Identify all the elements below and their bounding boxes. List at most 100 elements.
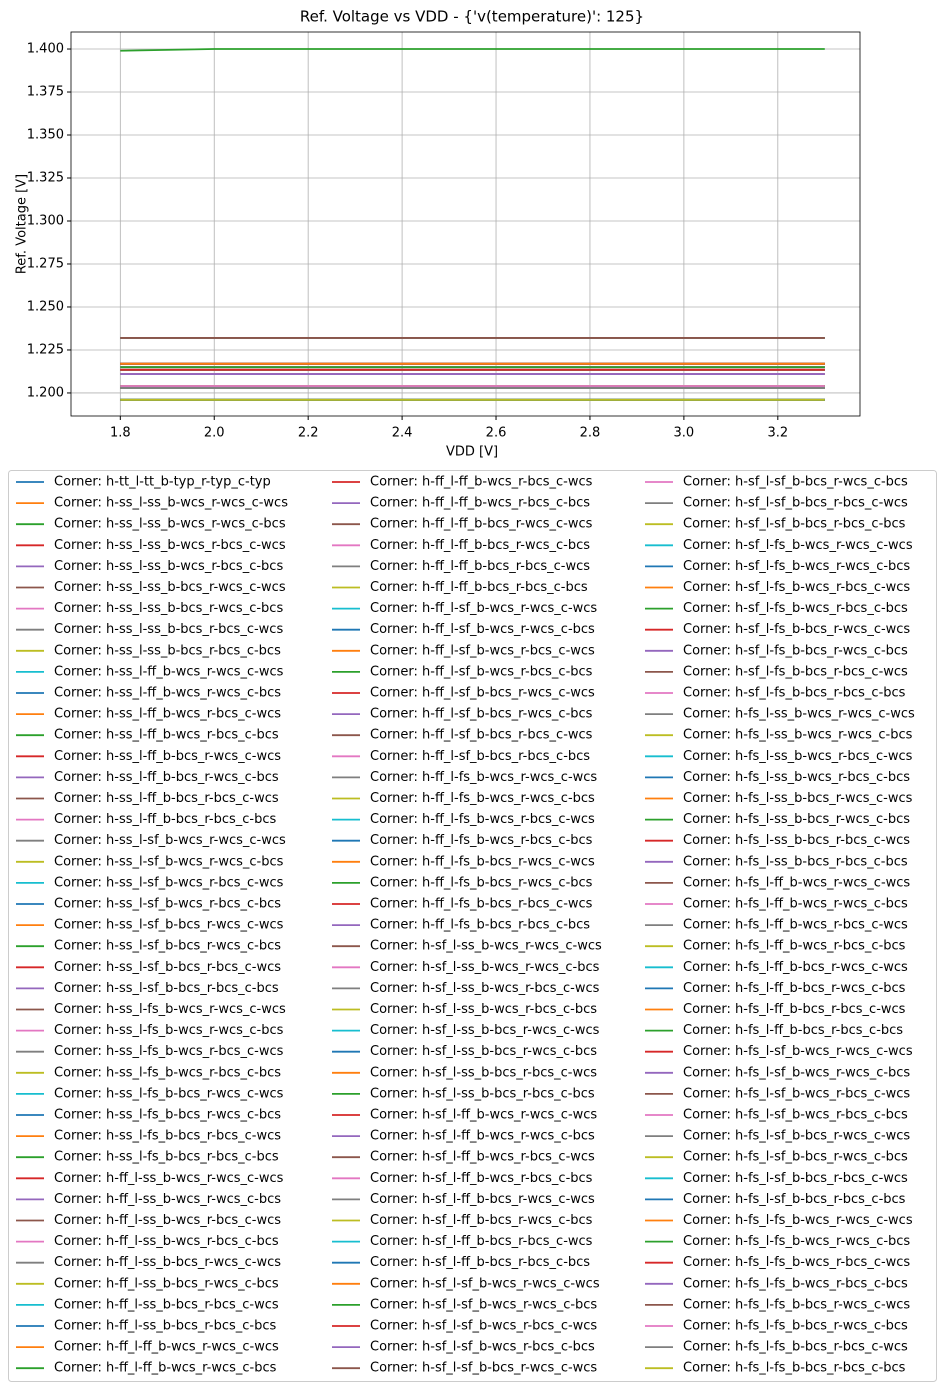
- legend-label: Corner: h-ss_l-sf_b-wcs_r-bcs_c-bcs: [54, 897, 281, 912]
- legend-label: Corner: h-fs_l-sf_b-wcs_r-bcs_c-wcs: [683, 1086, 910, 1101]
- legend-label: Corner: h-fs_l-fs_b-bcs_r-wcs_c-bcs: [683, 1319, 908, 1334]
- legend-label: Corner: h-ss_l-fs_b-wcs_r-bcs_c-wcs: [54, 1044, 284, 1059]
- legend-label: Corner: h-ss_l-sf_b-wcs_r-wcs_c-wcs: [54, 833, 286, 848]
- legend-label: Corner: h-sf_l-fs_b-bcs_r-bcs_c-bcs: [683, 686, 906, 701]
- legend-label: Corner: h-ss_l-ff_b-bcs_r-bcs_c-wcs: [54, 791, 279, 806]
- x-tick-label: 2.0: [204, 426, 225, 441]
- legend-label: Corner: h-sf_l-fs_b-bcs_r-wcs_c-bcs: [683, 643, 908, 658]
- y-tick-label: 1.275: [27, 256, 64, 271]
- legend-label: Corner: h-fs_l-sf_b-wcs_r-wcs_c-bcs: [683, 1065, 910, 1080]
- legend-label: Corner: h-sf_l-ff_b-bcs_r-wcs_c-wcs: [370, 1192, 595, 1207]
- legend-label: Corner: h-ff_l-fs_b-bcs_r-wcs_c-bcs: [370, 875, 593, 890]
- legend-label: Corner: h-fs_l-ss_b-wcs_r-wcs_c-bcs: [683, 728, 913, 743]
- legend-label: Corner: h-fs_l-ss_b-wcs_r-wcs_c-wcs: [683, 707, 915, 722]
- legend-label: Corner: h-sf_l-fs_b-bcs_r-bcs_c-wcs: [683, 664, 908, 679]
- y-tick-label: 1.225: [27, 342, 64, 357]
- legend-label: Corner: h-ss_l-ff_b-wcs_r-bcs_c-bcs: [54, 728, 279, 743]
- x-tick-label: 2.6: [486, 426, 507, 441]
- legend-label: Corner: h-tt_l-tt_b-typ_r-typ_c-typ: [54, 475, 271, 490]
- legend-label: Corner: h-fs_l-ff_b-bcs_r-wcs_c-bcs: [683, 981, 906, 996]
- legend-label: Corner: h-sf_l-sf_b-wcs_r-bcs_c-wcs: [370, 1319, 597, 1334]
- legend-label: Corner: h-ff_l-sf_b-bcs_r-bcs_c-bcs: [370, 749, 590, 764]
- legend-label: Corner: h-sf_l-fs_b-wcs_r-wcs_c-wcs: [683, 538, 913, 553]
- legend-label: Corner: h-fs_l-sf_b-bcs_r-wcs_c-wcs: [683, 1129, 910, 1144]
- legend-label: Corner: h-ss_l-sf_b-wcs_r-wcs_c-bcs: [54, 854, 284, 869]
- legend-label: Corner: h-sf_l-fs_b-bcs_r-wcs_c-wcs: [683, 622, 910, 637]
- legend-label: Corner: h-ff_l-fs_b-wcs_r-bcs_c-bcs: [370, 833, 593, 848]
- legend-label: Corner: h-ff_l-ss_b-wcs_r-bcs_c-bcs: [54, 1234, 279, 1249]
- legend-label: Corner: h-fs_l-ss_b-bcs_r-bcs_c-bcs: [683, 854, 908, 869]
- legend-label: Corner: h-fs_l-ff_b-wcs_r-bcs_c-wcs: [683, 918, 908, 933]
- legend-label: Corner: h-ff_l-sf_b-wcs_r-bcs_c-wcs: [370, 643, 595, 658]
- x-tick-label: 1.8: [110, 426, 131, 441]
- legend-label: Corner: h-ss_l-ss_b-bcs_r-bcs_c-wcs: [54, 622, 283, 637]
- legend-label: Corner: h-ss_l-ff_b-bcs_r-wcs_c-bcs: [54, 770, 279, 785]
- x-tick-label: 3.0: [674, 426, 695, 441]
- legend-label: Corner: h-ff_l-fs_b-bcs_r-bcs_c-wcs: [370, 897, 593, 912]
- legend-label: Corner: h-fs_l-fs_b-wcs_r-wcs_c-wcs: [683, 1213, 913, 1228]
- y-tick-label: 1.250: [27, 299, 64, 314]
- legend-label: Corner: h-sf_l-sf_b-wcs_r-bcs_c-bcs: [370, 1340, 595, 1355]
- legend-label: Corner: h-ff_l-ff_b-wcs_r-wcs_c-bcs: [54, 1361, 277, 1376]
- legend-label: Corner: h-ff_l-sf_b-wcs_r-wcs_c-bcs: [370, 622, 595, 637]
- legend-label: Corner: h-fs_l-ff_b-bcs_r-bcs_c-wcs: [683, 1002, 906, 1017]
- legend-label: Corner: h-fs_l-ss_b-wcs_r-bcs_c-wcs: [683, 749, 913, 764]
- legend-label: Corner: h-ss_l-fs_b-bcs_r-bcs_c-wcs: [54, 1129, 281, 1144]
- legend-label: Corner: h-ff_l-fs_b-wcs_r-wcs_c-wcs: [370, 770, 597, 785]
- legend-box: [8, 470, 937, 1382]
- legend-label: Corner: h-ff_l-ff_b-bcs_r-wcs_c-bcs: [370, 538, 590, 553]
- legend-label: Corner: h-ff_l-sf_b-wcs_r-wcs_c-wcs: [370, 601, 597, 616]
- legend-label: Corner: h-ss_l-ss_b-bcs_r-bcs_c-bcs: [54, 643, 281, 658]
- legend-label: Corner: h-ss_l-ss_b-wcs_r-wcs_c-wcs: [54, 496, 288, 511]
- legend-label: Corner: h-ff_l-ss_b-bcs_r-bcs_c-bcs: [54, 1319, 276, 1334]
- legend-label: Corner: h-sf_l-ff_b-wcs_r-bcs_c-bcs: [370, 1171, 593, 1186]
- legend-label: Corner: h-fs_l-sf_b-bcs_r-wcs_c-bcs: [683, 1150, 908, 1165]
- y-tick-label: 1.300: [27, 213, 64, 228]
- legend-label: Corner: h-fs_l-fs_b-bcs_r-bcs_c-bcs: [683, 1361, 906, 1376]
- legend-label: Corner: h-ff_l-ss_b-bcs_r-bcs_c-wcs: [54, 1297, 279, 1312]
- legend-label: Corner: h-sf_l-fs_b-wcs_r-wcs_c-bcs: [683, 559, 910, 574]
- x-tick-label: 3.2: [767, 426, 788, 441]
- legend-label: Corner: h-sf_l-ss_b-bcs_r-wcs_c-wcs: [370, 1023, 600, 1038]
- legend-label: Corner: h-ff_l-ss_b-wcs_r-wcs_c-bcs: [54, 1192, 281, 1207]
- legend-label: Corner: h-sf_l-ss_b-bcs_r-bcs_c-wcs: [370, 1065, 597, 1080]
- legend-label: Corner: h-sf_l-sf_b-bcs_r-bcs_c-wcs: [683, 496, 908, 511]
- legend-label: Corner: h-ff_l-sf_b-bcs_r-wcs_c-bcs: [370, 707, 593, 722]
- legend-label: Corner: h-fs_l-ss_b-bcs_r-wcs_c-wcs: [683, 791, 913, 806]
- legend-label: Corner: h-ss_l-sf_b-bcs_r-wcs_c-bcs: [54, 939, 281, 954]
- legend-label: Corner: h-ff_l-ff_b-wcs_r-bcs_c-wcs: [370, 475, 593, 490]
- legend-label: Corner: h-fs_l-sf_b-bcs_r-bcs_c-wcs: [683, 1171, 908, 1186]
- legend-label: Corner: h-sf_l-ff_b-wcs_r-wcs_c-bcs: [370, 1129, 595, 1144]
- legend-label: Corner: h-ff_l-ss_b-bcs_r-wcs_c-bcs: [54, 1276, 279, 1291]
- legend-label: Corner: h-sf_l-sf_b-bcs_r-wcs_c-wcs: [370, 1361, 597, 1376]
- x-tick-label: 2.8: [580, 426, 601, 441]
- legend-label: Corner: h-ff_l-ss_b-wcs_r-wcs_c-wcs: [54, 1171, 284, 1186]
- legend-label: Corner: h-ff_l-ss_b-wcs_r-bcs_c-wcs: [54, 1213, 281, 1228]
- legend-label: Corner: h-ff_l-ss_b-bcs_r-wcs_c-wcs: [54, 1255, 281, 1270]
- legend-label: Corner: h-ss_l-ss_b-bcs_r-wcs_c-bcs: [54, 601, 283, 616]
- legend-label: Corner: h-fs_l-fs_b-wcs_r-bcs_c-bcs: [683, 1276, 908, 1291]
- legend-label: Corner: h-fs_l-ss_b-bcs_r-wcs_c-bcs: [683, 812, 910, 827]
- legend-label: Corner: h-ff_l-fs_b-wcs_r-bcs_c-wcs: [370, 812, 595, 827]
- legend-label: Corner: h-sf_l-sf_b-bcs_r-bcs_c-bcs: [683, 517, 906, 532]
- legend-label: Corner: h-fs_l-sf_b-bcs_r-bcs_c-bcs: [683, 1192, 906, 1207]
- legend-label: Corner: h-fs_l-fs_b-bcs_r-wcs_c-wcs: [683, 1297, 910, 1312]
- legend-label: Corner: h-ff_l-ff_b-wcs_r-bcs_c-bcs: [370, 496, 590, 511]
- legend-label: Corner: h-fs_l-ff_b-wcs_r-bcs_c-bcs: [683, 939, 906, 954]
- legend-label: Corner: h-sf_l-ss_b-wcs_r-bcs_c-wcs: [370, 981, 600, 996]
- legend-label: Corner: h-ss_l-sf_b-bcs_r-bcs_c-wcs: [54, 960, 281, 975]
- legend-label: Corner: h-ss_l-fs_b-bcs_r-bcs_c-bcs: [54, 1150, 279, 1165]
- legend-label: Corner: h-fs_l-fs_b-bcs_r-bcs_c-wcs: [683, 1340, 908, 1355]
- legend-label: Corner: h-sf_l-ff_b-wcs_r-wcs_c-wcs: [370, 1108, 597, 1123]
- legend-label: Corner: h-fs_l-ff_b-wcs_r-wcs_c-wcs: [683, 875, 910, 890]
- legend-label: Corner: h-ff_l-ff_b-bcs_r-wcs_c-wcs: [370, 517, 593, 532]
- legend-label: Corner: h-ss_l-fs_b-wcs_r-wcs_c-wcs: [54, 1002, 286, 1017]
- legend-label: Corner: h-sf_l-ss_b-bcs_r-wcs_c-bcs: [370, 1044, 597, 1059]
- legend-label: Corner: h-ff_l-ff_b-bcs_r-bcs_c-bcs: [370, 580, 588, 595]
- y-tick-label: 1.200: [27, 385, 64, 400]
- legend-label: Corner: h-ss_l-ff_b-bcs_r-bcs_c-bcs: [54, 812, 276, 827]
- legend-label: Corner: h-ss_l-ss_b-bcs_r-wcs_c-wcs: [54, 580, 286, 595]
- y-tick-label: 1.400: [27, 42, 64, 57]
- series-line: [120, 48, 825, 52]
